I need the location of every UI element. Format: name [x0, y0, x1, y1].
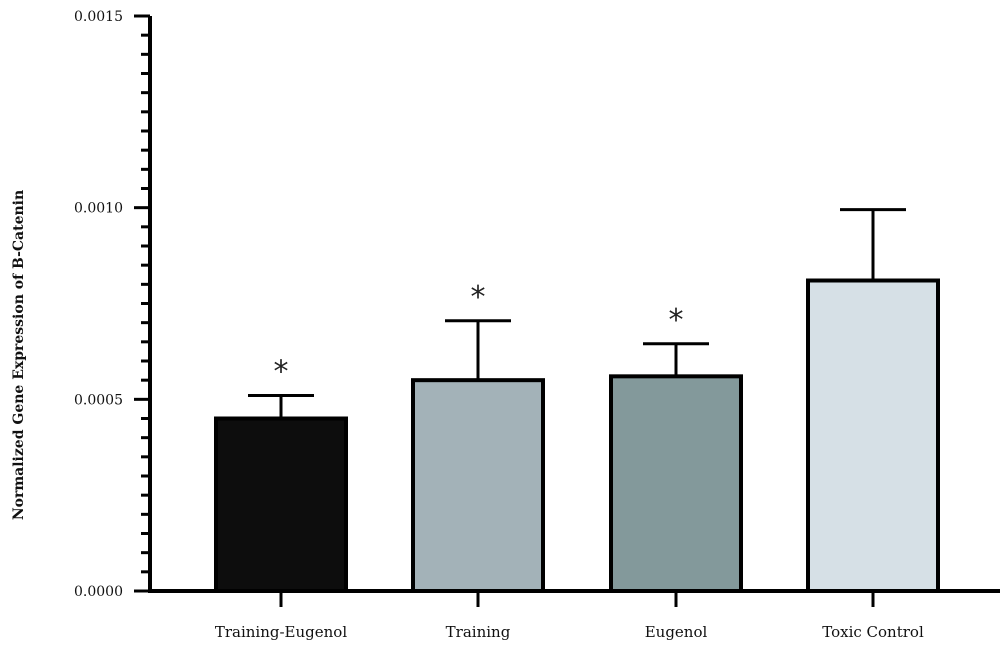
labels-layer: * Training-Eugenol * Training * Eugenol Toxic …	[74, 9, 924, 641]
y-tick-label-1: 0.0000	[74, 584, 123, 600]
bar-1	[214, 416, 348, 593]
y-tick-label-4: 0.0015	[74, 9, 123, 25]
y-tick-label-3: 0.0010	[74, 201, 123, 217]
significance-marker-2: *	[471, 280, 486, 315]
x-tick-label-2: Training	[446, 623, 511, 641]
y-axis-title-group: Normalized Gene Expression of B-Catenin	[11, 190, 27, 520]
y-tick-label-2: 0.0005	[74, 392, 123, 408]
axes-layer	[134, 14, 1000, 607]
bar-2	[411, 378, 545, 593]
x-tick-label-1: Training-Eugenol	[215, 623, 347, 641]
y-axis-title: Normalized Gene Expression of B-Catenin	[11, 190, 27, 520]
bar-3	[609, 374, 743, 594]
bars-layer	[214, 208, 940, 594]
bar-4	[806, 278, 940, 593]
x-tick-label-4: Toxic Control	[822, 623, 924, 641]
significance-marker-1: *	[274, 355, 289, 390]
significance-marker-3: *	[669, 303, 684, 338]
x-tick-label-3: Eugenol	[645, 623, 708, 641]
